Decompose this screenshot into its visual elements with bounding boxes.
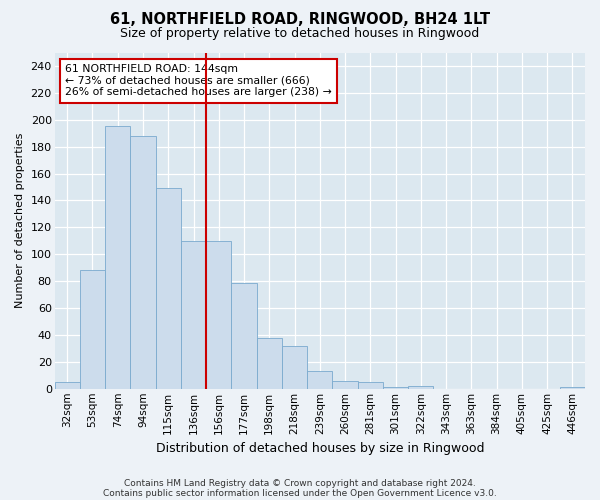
Bar [332,380,358,389]
Text: Contains public sector information licensed under the Open Government Licence v3: Contains public sector information licen… [103,488,497,498]
Bar [181,241,206,389]
Bar [257,338,282,389]
Bar [307,372,332,389]
Bar [383,388,408,389]
Bar [408,386,433,389]
Bar [560,388,585,389]
Bar [358,382,383,389]
Text: 61, NORTHFIELD ROAD, RINGWOOD, BH24 1LT: 61, NORTHFIELD ROAD, RINGWOOD, BH24 1LT [110,12,490,28]
X-axis label: Distribution of detached houses by size in Ringwood: Distribution of detached houses by size … [155,442,484,455]
Text: 61 NORTHFIELD ROAD: 144sqm
← 73% of detached houses are smaller (666)
26% of sem: 61 NORTHFIELD ROAD: 144sqm ← 73% of deta… [65,64,332,98]
Y-axis label: Number of detached properties: Number of detached properties [15,133,25,308]
Bar [55,382,80,389]
Bar [206,241,232,389]
Bar [80,270,105,389]
Text: Size of property relative to detached houses in Ringwood: Size of property relative to detached ho… [121,28,479,40]
Bar [282,346,307,389]
Bar [232,282,257,389]
Bar [105,126,130,389]
Bar [155,188,181,389]
Bar [130,136,155,389]
Text: Contains HM Land Registry data © Crown copyright and database right 2024.: Contains HM Land Registry data © Crown c… [124,478,476,488]
